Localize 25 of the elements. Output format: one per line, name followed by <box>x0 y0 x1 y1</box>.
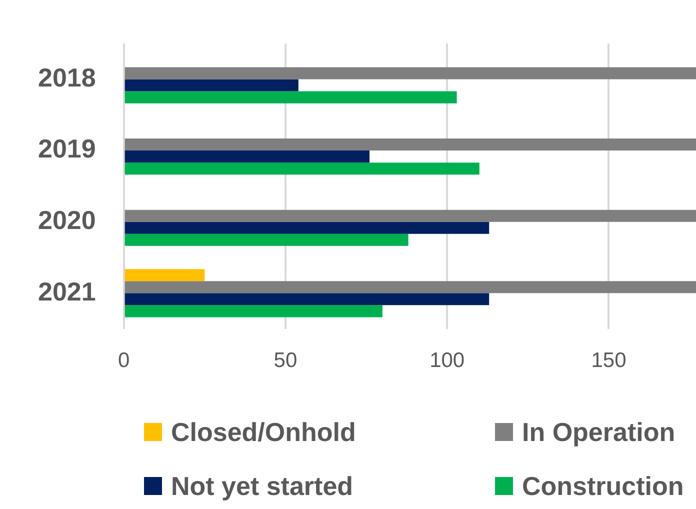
x-tick-label: 0 <box>118 349 130 372</box>
bar <box>124 222 490 234</box>
bar <box>124 210 696 222</box>
y-tick-label: 2019 <box>38 134 96 164</box>
bar <box>124 162 480 175</box>
y-tick-label: 2021 <box>38 276 96 306</box>
legend-label: Not yet started <box>171 470 354 502</box>
bar <box>124 138 696 151</box>
bar <box>124 293 490 306</box>
bar <box>124 269 205 282</box>
y-tick-label: 2018 <box>38 62 96 92</box>
x-tick-label: 100 <box>430 349 465 372</box>
bar <box>124 305 382 318</box>
legend-label: Closed/Onhold <box>171 416 356 448</box>
bar <box>124 281 696 294</box>
y-tick-label: 2020 <box>38 205 96 236</box>
legend-label: Construction <box>522 470 684 502</box>
bar <box>124 234 408 246</box>
bar <box>124 91 457 104</box>
bar <box>124 79 298 92</box>
x-tick-label: 50 <box>274 349 298 372</box>
x-tick-label: 150 <box>591 349 626 372</box>
bar <box>124 150 370 163</box>
bar <box>124 67 696 80</box>
legend-label: In Operation <box>522 416 676 448</box>
